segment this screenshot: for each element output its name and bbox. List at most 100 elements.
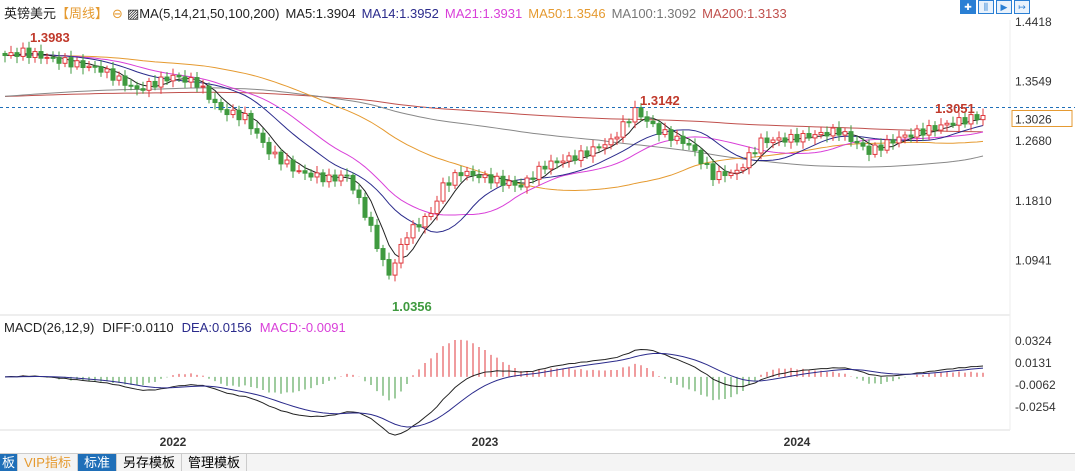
price-chart[interactable]: 1.4418 1.3549 1.2680 1.1810 1.0941 0.0324 0.01… [0,0,1075,453]
candle-body [422,215,428,228]
candle-body [188,77,194,83]
candle-body [200,85,206,88]
candle-body [344,174,350,177]
tab-manage-template[interactable]: 管理模板 [182,454,248,471]
ma-legend: 英镑美元【周线】 ⊖ ▨MA(5,14,21,50,100,200) MA5:1.39… [4,3,793,22]
candle-body [458,172,464,177]
tab-vip[interactable]: VIP指标 [18,454,78,471]
candle-body [440,182,446,202]
candle-body [560,160,566,164]
candle-body [800,133,806,143]
macd-legend: MACD(26,12,9) DIFF:0.0110 DEA:0.0156 MACD:-… [4,320,354,335]
candle-body [404,237,410,245]
candle-body [362,196,368,218]
candle-body [452,172,458,186]
candle-body [650,120,656,125]
candle-body [782,137,788,143]
candle-body [572,155,578,161]
time-tick-label: 2023 [472,435,499,449]
candle-body [8,52,14,57]
candle-body [812,134,818,139]
ma-icon[interactable]: ▨ [126,6,140,21]
candle-body [890,139,896,144]
candle-body [692,144,698,151]
candle-body [578,150,584,161]
candle-body [92,65,98,68]
candle-body [896,136,902,144]
tab-save-template[interactable]: 另存模板 [117,454,183,471]
macd-value: MACD:-0.0091 [259,320,346,335]
candle-body [794,133,800,143]
annotation-high_2024: 1.3051 [935,101,975,116]
ma200-value: MA200:1.3133 [702,6,787,21]
candle-body [296,170,302,173]
macd-tick-label: 0.0131 [1015,356,1052,370]
price-tick-label: 1.3549 [1015,75,1052,89]
candle-body [956,117,962,126]
candle-body [776,137,782,141]
candle-body [686,142,692,146]
candle-body [728,172,734,177]
tab-panel[interactable]: 板 [0,454,19,471]
tab-standard[interactable]: 标准 [77,454,117,471]
annotation-high_2021: 1.3983 [30,30,70,45]
candle-body [764,137,770,144]
candle-body [968,114,974,125]
candle-body [152,80,158,88]
settings-icon[interactable]: ⊖ [112,6,123,21]
ma21-value: MA21:1.3931 [444,6,523,21]
candle-body [182,76,188,83]
candle-body [944,122,950,126]
candle-body [248,112,254,130]
candle-body [314,172,320,178]
candle-body [632,107,638,123]
ma100-line [4,87,984,168]
candle-body [386,259,392,276]
candle-body [494,175,500,184]
crosshair-icon[interactable]: ✚ [960,0,976,14]
candle-body [788,133,794,143]
candle-body [914,128,920,138]
exit-icon[interactable]: ↦ [1014,0,1030,14]
time-tick-label: 2022 [160,435,187,449]
candle-body [482,174,488,179]
candle-body [920,128,926,136]
candle-body [662,129,668,135]
chart-toolbar: ✚ ⫼ ▶ ↦ [960,0,1030,14]
candle-body [830,127,836,137]
candle-body [752,152,758,155]
candle-body [734,169,740,174]
candle-body [158,76,164,88]
ma5-value: MA5:1.3904 [285,6,356,21]
candle-body [548,160,554,170]
candle-body [710,163,716,181]
candle-body [854,140,860,144]
candle-body [758,137,764,154]
candle-body [818,131,824,136]
candle-body [266,141,272,155]
time-tick-label: 2024 [784,435,811,449]
candle-body [320,172,326,183]
candle-body [680,135,686,144]
candle-body [20,47,26,57]
candle-body [74,60,80,68]
zoom-in-icon[interactable]: ⫼ [978,0,994,14]
candle-body [698,149,704,165]
candle-body [134,85,140,90]
candle-body [722,171,728,177]
period-label[interactable]: 【周线】 [56,6,109,21]
macd-tick-label: 0.0324 [1015,334,1052,348]
candle-body [80,60,86,69]
candle-body [44,56,50,59]
candle-body [164,76,170,82]
ma14-value: MA14:1.3952 [361,6,439,21]
candle-body [836,127,842,136]
play-icon[interactable]: ▶ [996,0,1012,14]
candle-body [332,174,338,182]
candle-body [2,52,8,57]
current-price-box [1011,109,1073,127]
candle-body [374,224,380,250]
candle-body [86,65,92,69]
candle-body [212,98,218,104]
candle-body [476,174,482,179]
